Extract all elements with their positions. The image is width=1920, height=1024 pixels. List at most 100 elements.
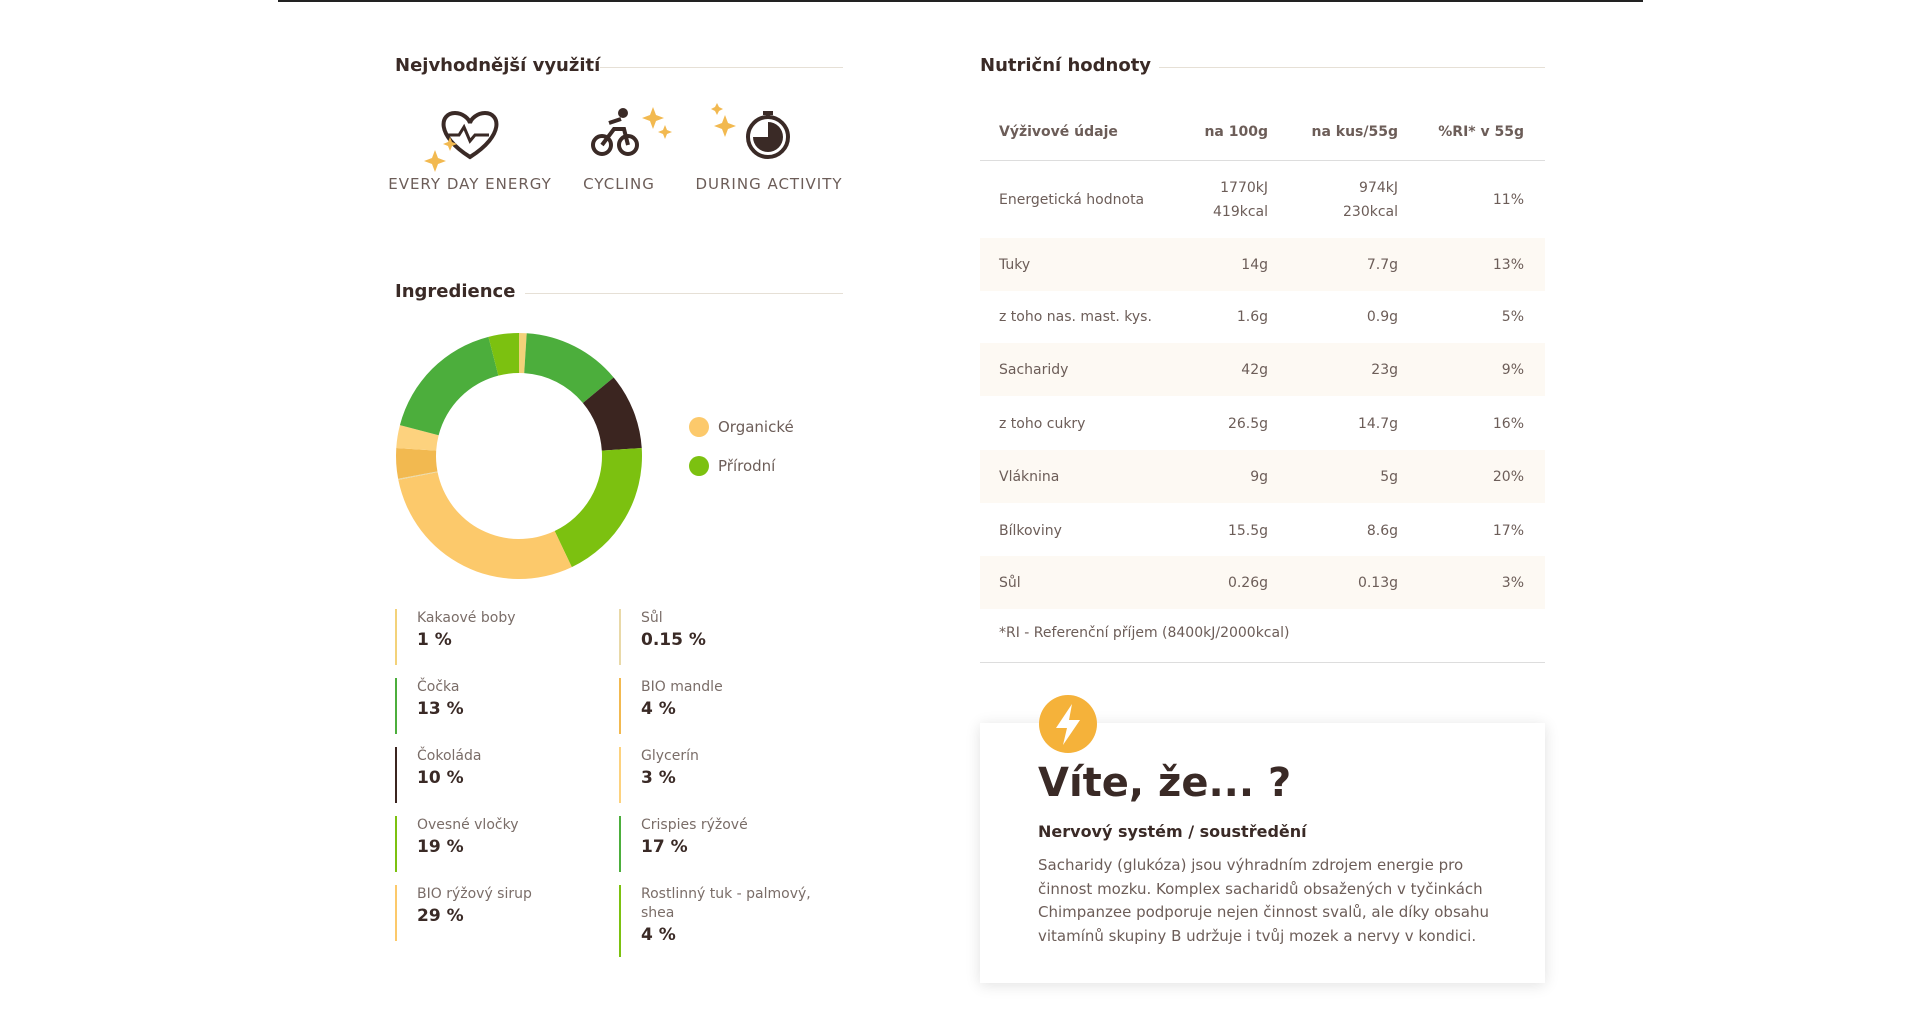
top-rule [278,0,1643,2]
cell-text: 1770kJ [1220,179,1268,196]
usage-icons [424,103,790,172]
ingredient: Crispies rýžové 17 % [619,816,821,872]
cell-text: 14.7g [1357,415,1398,432]
rule [525,293,843,294]
cell-text: 974kJ [1359,179,1398,196]
ingredient-value: 17 % [641,837,688,857]
ingredient: Ovesné vločky 19 % [395,816,597,872]
ingredient-name: Sůl [641,610,663,626]
table-cell: 0.9g [1367,305,1398,329]
table-cell: Tuky [999,253,1030,277]
ingredient-value: 4 % [641,699,676,719]
cell-text: 14g [1241,256,1268,273]
cell-text: Bílkoviny [999,522,1062,539]
fact-title: Víte, že... ? [1038,760,1292,806]
cell-text: 7.7g [1366,256,1398,273]
ingredient-name: Crispies rýžové [641,817,748,833]
section-title: Ingredience [395,281,516,302]
table-header: %RI* v 55g [1438,124,1524,140]
ingredient-name: Rostlinný tuk - palmový, shea [641,886,811,921]
ingredient-value: 13 % [417,699,464,719]
table-cell: 8.6g [1367,519,1398,543]
rule [980,662,1545,663]
cell-text: 16% [1492,415,1524,432]
section-title: Nutriční hodnoty [980,55,1152,76]
cell-text: 230kcal [1343,203,1398,220]
ingredient-name: Ovesné vločky [417,817,519,833]
fact-icon [1039,695,1097,753]
table-cell: 9g [1250,465,1268,489]
fact-text: Sacharidy (glukóza) jsou výhradním zdroj… [1038,856,1489,945]
ingredient-name: Čočka [417,679,460,695]
ingredient: Sůl 0.15 % [619,609,821,665]
cell-text: 5% [1501,308,1524,325]
table-cell: Vláknina [999,465,1059,489]
cell-text: Sůl [999,574,1021,591]
row-bg [980,238,1545,291]
ingredient-value: 4 % [641,925,676,945]
cell-text: 8.6g [1366,522,1398,539]
cell-text: 0.9g [1366,308,1398,325]
donut-segment [399,336,499,436]
ingredient: Kakaové boby 1 % [395,609,597,665]
usage-label: DURING ACTIVITY [695,175,843,193]
row-bg [980,343,1545,396]
donut-segment [488,333,519,376]
ingredient-value: 1 % [417,630,452,650]
cell-text: 17% [1492,522,1524,539]
donut-segment [519,333,527,374]
table-cell: 974kJ 230kcal [1343,176,1398,224]
cell-text: 15.5g [1227,522,1268,539]
cell-text: 9% [1501,361,1524,378]
footnote: *RI - Referenční příjem (8400kJ/2000kcal… [999,625,1290,641]
cell-text: 13% [1492,256,1524,273]
section-title: Nejvhodnější využití [395,55,601,76]
ingredient-name: BIO mandle [641,679,723,695]
ingredient: BIO rýžový sirup 29 % [395,885,597,941]
row-bg [980,450,1545,503]
table-cell: 23g [1371,358,1398,382]
table-cell: 5g [1380,465,1398,489]
donut-segment [396,447,438,479]
cell-text: Vláknina [999,468,1060,485]
table-cell: 5% [1502,305,1524,329]
table-cell: 11% [1493,188,1524,212]
donut-chart: Organické Přírodní [396,333,794,579]
cell-text: Tuky [999,256,1031,273]
donut-segment [398,471,438,480]
cell-text: 1.6g [1236,308,1268,325]
table-cell: 1770kJ 419kcal [1213,176,1268,224]
table-cell: z toho cukry [999,412,1085,436]
table-cell: 15.5g [1228,519,1268,543]
cell-text: z toho cukry [999,415,1086,432]
table-cell: 26.5g [1228,412,1268,436]
table-cell: z toho nas. mast. kys. [999,305,1152,329]
table-cell: 1.6g [1237,305,1268,329]
cell-text: 5g [1380,468,1398,485]
usage-label: EVERY DAY ENERGY [388,175,552,193]
table-header: na 100g [1204,124,1268,140]
ingredient-value: 3 % [641,768,676,788]
ingredient-name: Glycerín [641,748,699,764]
table-cell: 20% [1493,465,1524,489]
table-cell: 17% [1493,519,1524,543]
donut-segment [554,447,642,568]
cell-text: z toho nas. mast. kys. [999,308,1152,325]
legend-dot [689,417,709,437]
cell-text: Energetická hodnota [999,191,1145,208]
cell-text: 3% [1501,574,1524,591]
rule [600,67,843,68]
table-cell: Sůl [999,571,1021,595]
table-cell: 16% [1493,412,1524,436]
cell-text: 23g [1371,361,1398,378]
table-cell: 13% [1493,253,1524,277]
cell-text: 9g [1250,468,1268,485]
ingredient-value: 10 % [417,768,464,788]
ingredient: Čočka 13 % [395,678,597,734]
donut-segment [582,377,642,451]
ingredient: Čokoláda 10 % [395,747,597,803]
ingredient-value: 19 % [417,837,464,857]
table-cell: 0.13g [1358,571,1398,595]
table-cell: 9% [1502,358,1524,382]
